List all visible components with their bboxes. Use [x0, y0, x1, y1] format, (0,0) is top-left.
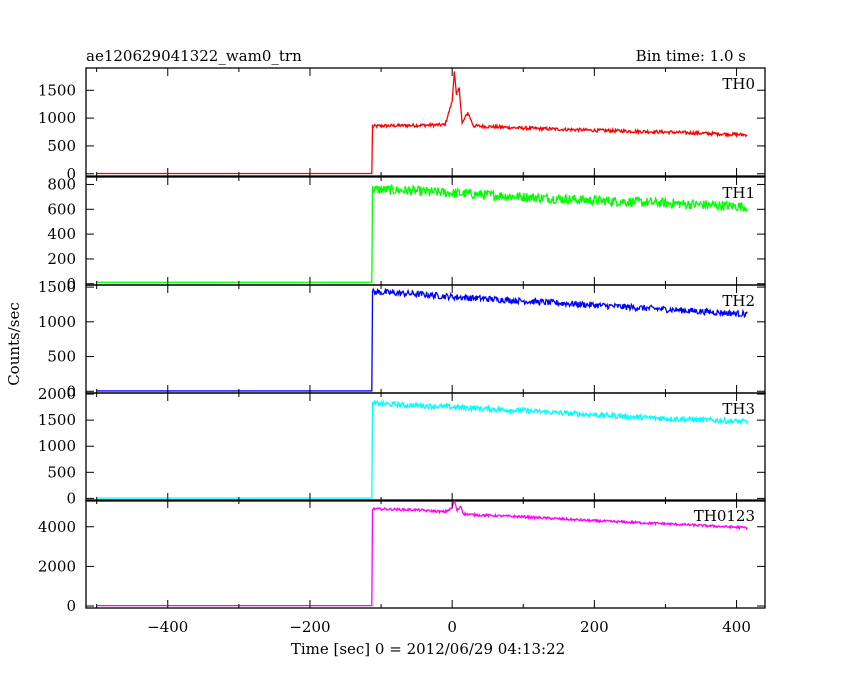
panel-th0123: 0 2000 4000 TH0123: [38, 499, 766, 615]
panel-label: TH3: [722, 400, 755, 418]
y-tick-label: 2000: [38, 385, 76, 403]
y-tick-label: 1000: [38, 313, 76, 331]
y-tick-label: 800: [47, 175, 76, 193]
panel-frame: [85, 392, 766, 502]
series-line-th0123: [96, 500, 748, 607]
panel-label: TH2: [722, 292, 755, 310]
y-tick-label: 1000: [38, 109, 76, 127]
series-line-th1: [96, 183, 748, 283]
chart-title-right: Bin time: 1.0 s: [636, 47, 746, 65]
panel-frame: [85, 499, 766, 609]
y-tick-label: 0: [66, 597, 76, 615]
x-tick-label: 400: [722, 618, 751, 636]
y-tick-label: 500: [47, 137, 76, 155]
y-tick-label: 400: [47, 225, 76, 243]
y-axis-label: Counts/sec: [5, 302, 23, 386]
y-tick-label: 4000: [38, 518, 76, 536]
y-tick-label: 0: [66, 275, 76, 293]
y-tick-label: 1500: [38, 278, 76, 296]
x-tick-label: −400: [147, 618, 188, 636]
y-tick-label: 0: [66, 382, 76, 400]
panel-label: TH1: [722, 184, 755, 202]
x-axis-label: Time [sec] 0 = 2012/06/29 04:13:22: [291, 640, 565, 658]
panel-th0: 0 500 1000 1500 TH0: [38, 67, 766, 183]
panel-th3: 0 500 1000 1500 2000 TH3: [38, 385, 766, 507]
series-line-th2: [96, 287, 748, 392]
y-tick-label: 600: [47, 200, 76, 218]
panels-group: 0 500 1000 1500 TH0 0 200 400 600 800 TH1 0 500 1000 1…: [38, 67, 766, 615]
panel-th2: 0 500 1000 1500 TH2: [38, 278, 766, 400]
y-tick-label: 0: [66, 165, 76, 183]
y-tick-label: 500: [47, 463, 76, 481]
x-tick-label: 200: [580, 618, 609, 636]
y-tick-label: 200: [47, 250, 76, 268]
chart-title-left: ae120629041322_wam0_trn: [86, 47, 302, 65]
series-line-th0: [96, 71, 748, 175]
x-tick-label: 0: [447, 618, 457, 636]
panel-frame: [85, 284, 766, 394]
y-tick-label: 1500: [38, 81, 76, 99]
x-tick-labels: −400 −200 0 200 400: [147, 618, 751, 636]
y-tick-label: 1000: [38, 437, 76, 455]
panel-label: TH0123: [694, 507, 755, 525]
y-tick-label: 500: [47, 348, 76, 366]
x-tick-label: −200: [289, 618, 330, 636]
panel-frame: [85, 67, 766, 177]
y-tick-label: 0: [66, 489, 76, 507]
panel-label: TH0: [722, 75, 755, 93]
series-line-th3: [96, 398, 748, 499]
panel-th1: 0 200 400 600 800 TH1: [47, 175, 766, 293]
y-tick-label: 1500: [38, 411, 76, 429]
y-tick-label: 2000: [38, 557, 76, 575]
